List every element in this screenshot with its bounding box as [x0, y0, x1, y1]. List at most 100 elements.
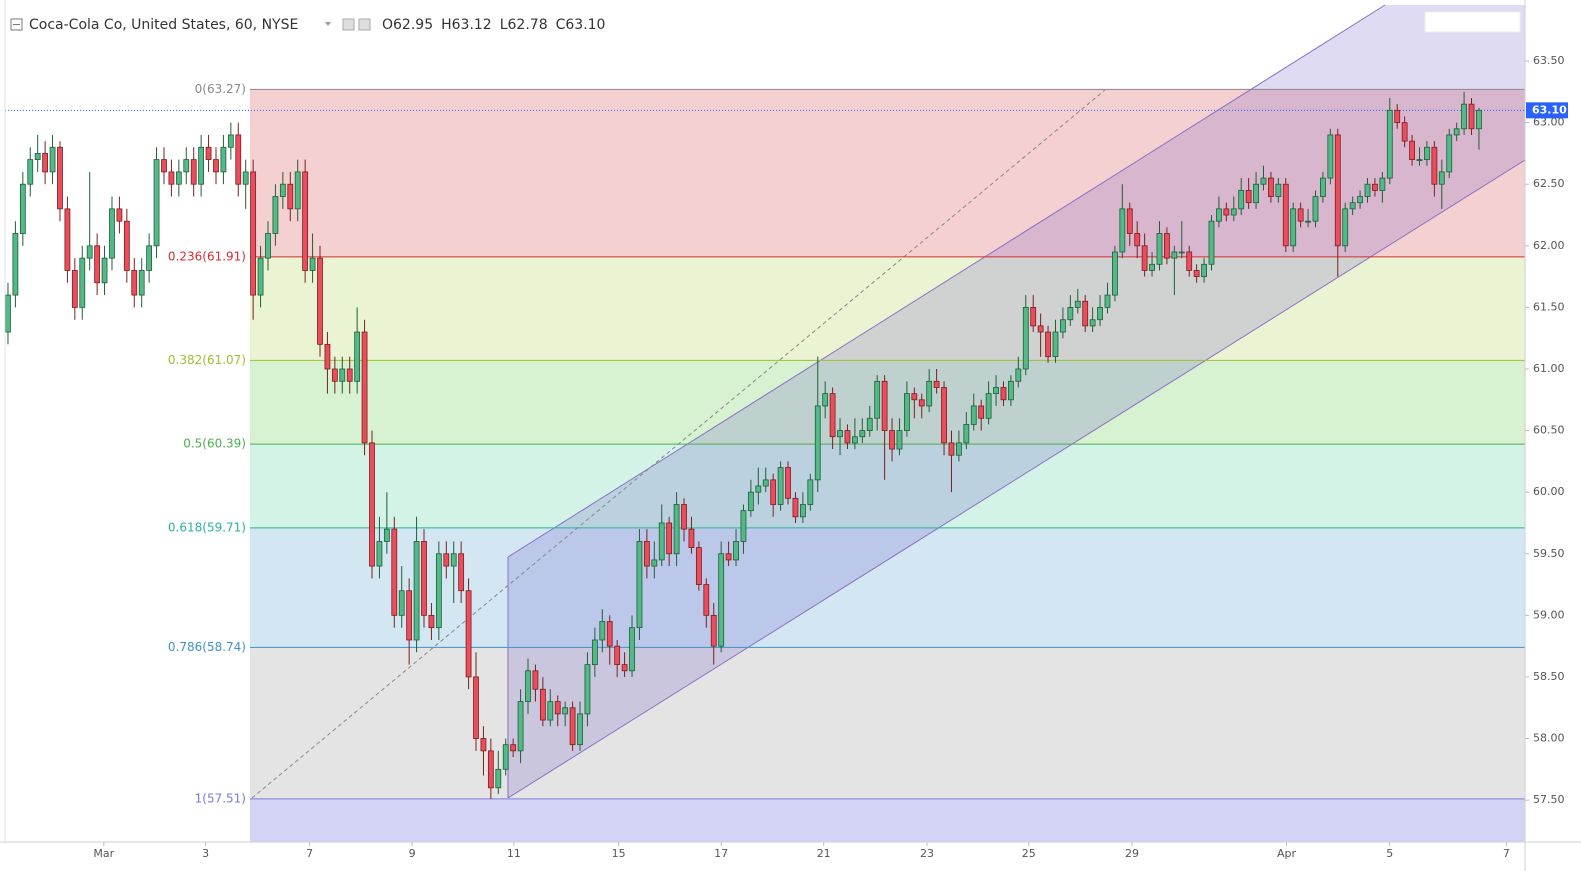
y-tick-label: 60.50 [1533, 424, 1565, 437]
candle-body [1141, 245, 1148, 271]
y-tick-label: 59.00 [1533, 608, 1565, 621]
candle-body [1045, 331, 1051, 358]
fib-level-label: 0.5(60.39) [183, 437, 246, 451]
axes: 57.50 58.00 58.50 59.00 59.50 60.00 60.50 61.00… [93, 54, 1568, 860]
last-price-tag [1526, 102, 1568, 119]
candle-body [1178, 251, 1185, 254]
candle-body [79, 257, 86, 308]
candle-body [376, 541, 383, 567]
icon-a[interactable] [342, 18, 355, 31]
fib-levels: 0(63.27) 0.236(61.91) 0.382(61.07) 0.5(60.3… [5, 82, 1525, 805]
x-tick-label: 15 [612, 847, 626, 860]
candle-body [1104, 294, 1111, 308]
candle-body [636, 541, 643, 629]
candle-body [851, 436, 858, 444]
candle-body [1386, 109, 1393, 179]
candle-body [762, 479, 769, 487]
candle-body [725, 553, 732, 561]
candle-body [1208, 220, 1215, 265]
candle-body [948, 442, 955, 456]
ohlc-value: C63.10 [556, 17, 606, 33]
candle-body [116, 208, 123, 222]
candle-body [1305, 220, 1311, 223]
candle-body [539, 688, 546, 721]
widget-box [1424, 11, 1521, 33]
x-tick-label: 11 [507, 847, 521, 860]
candle-body [881, 380, 888, 431]
candle-body [294, 171, 301, 210]
candle-body [1438, 171, 1445, 185]
candle-body [12, 233, 19, 296]
candle-body [777, 467, 784, 505]
candle-body [265, 233, 271, 259]
ohlc-value: L62.78 [500, 17, 548, 33]
candle-body [629, 627, 635, 672]
x-tick-label: 17 [714, 847, 728, 860]
candle-body [1357, 196, 1363, 204]
candle-body [896, 430, 903, 450]
candle-body [435, 553, 442, 629]
y-tick-label: 61.50 [1533, 300, 1565, 313]
candle-body [1379, 177, 1386, 191]
candle-body [465, 590, 472, 678]
candles [5, 91, 1482, 799]
candle-body [1030, 307, 1037, 327]
candle-body [235, 134, 242, 185]
candle-body [874, 380, 881, 419]
candle-body [473, 676, 479, 739]
candle-body [1409, 140, 1415, 160]
y-tick-label: 62.50 [1533, 177, 1565, 190]
candle-body [138, 270, 145, 296]
candle-body [1424, 146, 1430, 160]
candle-body [1461, 103, 1467, 130]
fib-level-label: 0.786(58.74) [168, 640, 246, 654]
candle-body [1216, 208, 1222, 222]
candle-body [822, 393, 829, 407]
candle-body [651, 559, 658, 567]
y-tick-label: 62.00 [1533, 239, 1565, 252]
fib-level-label: 0(63.27) [195, 82, 246, 96]
candle-body [1446, 134, 1453, 173]
candle-body [1230, 208, 1237, 216]
candle-body [591, 639, 598, 666]
candle-body [279, 183, 286, 197]
candle-body [487, 750, 494, 789]
candle-body [614, 645, 621, 666]
candle-body [287, 183, 294, 210]
candle-body [599, 621, 606, 641]
y-tick-label: 60.00 [1533, 485, 1565, 498]
candle-body [1312, 196, 1319, 222]
candle-body [970, 405, 977, 425]
candle-body [889, 430, 895, 450]
candle-body [168, 171, 175, 185]
x-tick-label: Mar [93, 847, 114, 860]
candle-body [718, 553, 725, 647]
y-tick-label: 63.00 [1533, 116, 1565, 129]
ohlc-legend: O62.95 H63.12 L62.78 C63.10 [382, 17, 605, 33]
candle-body [71, 270, 78, 308]
fib-zone [250, 798, 1525, 842]
dropdown-arrow[interactable] [325, 22, 331, 26]
candle-body [1193, 270, 1200, 278]
candle-body [517, 701, 524, 752]
candle-body [837, 430, 843, 438]
candle-body [324, 343, 331, 370]
candle-body [510, 744, 517, 752]
x-tick-label: 9 [409, 847, 416, 860]
candle-body [807, 479, 814, 505]
candle-body [86, 245, 93, 259]
x-tick-label: 23 [920, 847, 934, 860]
candle-body [562, 707, 569, 715]
icon-b[interactable] [358, 18, 371, 31]
ohlc-value: O62.95 [382, 17, 433, 33]
last-price-label: 63.10 [1532, 103, 1567, 116]
candle-body [866, 417, 873, 431]
candle-body [688, 528, 695, 549]
candle-body [502, 744, 509, 770]
candle-body [985, 393, 992, 419]
candle-body [1037, 325, 1044, 333]
candle-body [109, 208, 115, 259]
candle-body [740, 510, 747, 542]
candle-body [963, 424, 970, 444]
channel-fill [508, 5, 1525, 798]
